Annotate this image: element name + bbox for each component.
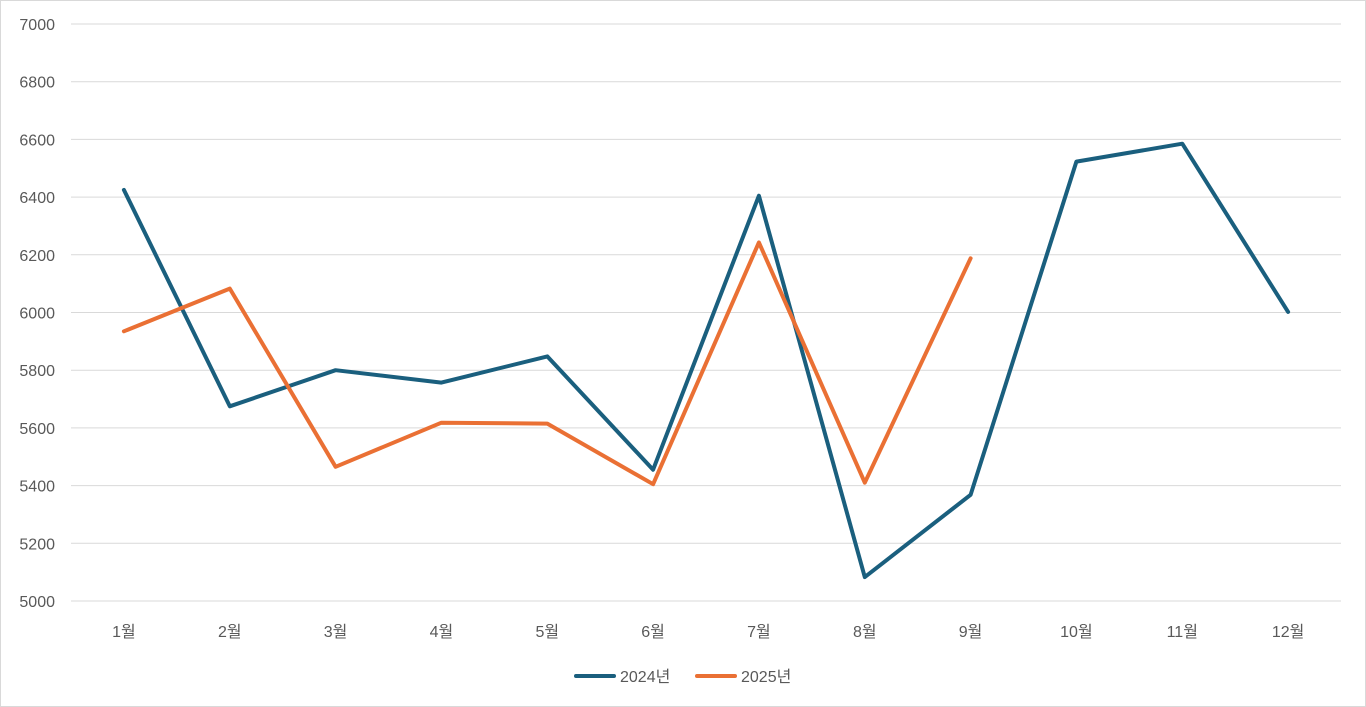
x-tick-label: 4월 — [430, 623, 454, 641]
series-lines — [121, 141, 1291, 580]
legend-label-2: 2025년 — [741, 668, 791, 686]
y-tick-label: 5400 — [19, 479, 55, 496]
x-tick-label: 1월 — [112, 623, 136, 641]
series-line-1 — [121, 141, 1291, 580]
y-tick-label: 6600 — [19, 132, 55, 149]
y-tick-label: 6400 — [19, 190, 55, 207]
x-axis-ticks: 1월 2월 3월 4월 5월 6월 7월 8월 9월 10월 11월 12월 — [112, 623, 1304, 641]
x-tick-label: 11월 — [1167, 623, 1198, 641]
y-tick-label: 6200 — [19, 248, 55, 265]
y-tick-label: 6800 — [19, 75, 55, 92]
x-tick-label: 10월 — [1060, 623, 1093, 641]
y-axis-ticks: 5000 5200 5400 5600 5800 6000 6200 6400 6600 6800… — [19, 17, 55, 611]
x-tick-label: 12월 — [1272, 623, 1305, 641]
legend-label-1: 2024년 — [620, 668, 670, 686]
y-tick-label: 6000 — [19, 306, 55, 323]
y-tick-label: 5200 — [19, 536, 55, 553]
legend: 2024년 2025년 — [574, 668, 791, 686]
x-tick-label: 8월 — [853, 623, 877, 641]
y-tick-label: 5000 — [19, 594, 55, 611]
x-tick-label: 5월 — [535, 623, 559, 641]
gridlines — [71, 23, 1341, 602]
x-tick-label: 3월 — [324, 623, 348, 641]
x-tick-label: 9월 — [959, 623, 983, 641]
y-tick-label: 5600 — [19, 421, 55, 438]
y-tick-label: 7000 — [19, 17, 55, 34]
series-line-2 — [121, 240, 973, 487]
x-tick-label: 2월 — [218, 623, 242, 641]
x-tick-label: 6월 — [641, 623, 665, 641]
y-tick-label: 5800 — [19, 363, 55, 380]
x-tick-label: 7월 — [747, 623, 771, 641]
